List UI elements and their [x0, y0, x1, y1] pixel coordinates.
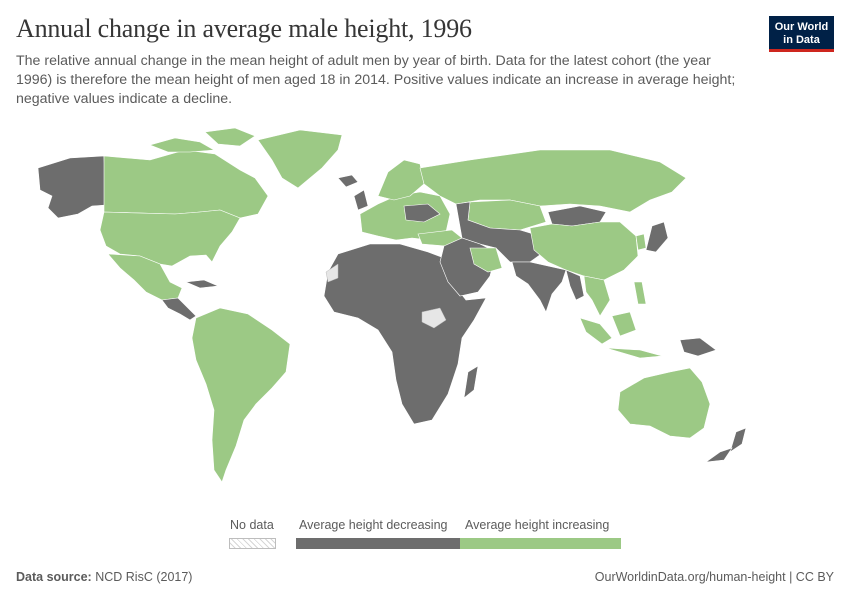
- region-eastern-europe[interactable]: [403, 203, 441, 223]
- region-canada[interactable]: [103, 149, 269, 219]
- owid-logo[interactable]: Our World in Data: [769, 16, 834, 52]
- region-canada-arctic-2[interactable]: [204, 127, 256, 147]
- region-java[interactable]: [605, 347, 663, 359]
- region-russia[interactable]: [419, 149, 687, 213]
- data-source-value: NCD RisC (2017): [95, 570, 193, 584]
- legend-no-data-swatch[interactable]: [229, 538, 276, 549]
- region-india[interactable]: [511, 261, 567, 313]
- logo-line-1: Our World: [774, 21, 829, 33]
- legend-decreasing-swatch[interactable]: [296, 538, 460, 549]
- world-map[interactable]: [0, 120, 850, 500]
- region-africa[interactable]: [323, 243, 487, 425]
- legend-increasing-label: Average height increasing: [465, 518, 610, 532]
- legend-increasing-swatch[interactable]: [460, 538, 621, 549]
- region-madagascar[interactable]: [463, 365, 479, 399]
- region-korea[interactable]: [635, 233, 647, 251]
- region-south-america[interactable]: [191, 307, 291, 483]
- region-alaska[interactable]: [37, 155, 107, 219]
- region-central-america[interactable]: [161, 297, 197, 321]
- chart-title: Annual change in average male height, 19…: [16, 14, 472, 43]
- data-source: Data source: NCD RisC (2017): [16, 570, 192, 584]
- legend-no-data-label: No data: [230, 518, 274, 532]
- region-myanmar[interactable]: [565, 269, 585, 301]
- region-greenland[interactable]: [257, 129, 343, 189]
- region-papua-new-guinea[interactable]: [679, 337, 717, 357]
- region-iceland[interactable]: [337, 174, 359, 188]
- region-australia[interactable]: [617, 367, 711, 439]
- region-japan[interactable]: [645, 221, 669, 253]
- logo-line-2: in Data: [783, 34, 820, 46]
- data-source-label: Data source:: [16, 570, 92, 584]
- region-philippines[interactable]: [633, 281, 647, 305]
- region-indonesia[interactable]: [579, 317, 613, 345]
- region-canada-arctic[interactable]: [149, 137, 215, 153]
- region-southeast-asia[interactable]: [583, 275, 611, 317]
- region-uk-ireland[interactable]: [353, 189, 369, 211]
- region-south-sudan[interactable]: [421, 307, 447, 329]
- region-cuba[interactable]: [184, 279, 220, 289]
- credit-link[interactable]: OurWorldinData.org/human-height | CC BY: [594, 570, 834, 584]
- region-borneo[interactable]: [611, 311, 637, 337]
- legend-decreasing-label: Average height decreasing: [299, 518, 448, 532]
- region-new-zealand-south[interactable]: [704, 447, 733, 463]
- chart-subtitle: The relative annual change in the mean h…: [16, 53, 736, 107]
- region-new-zealand[interactable]: [729, 427, 747, 453]
- region-iran[interactable]: [469, 247, 503, 273]
- region-western-sahara[interactable]: [325, 263, 339, 283]
- region-united-states[interactable]: [99, 209, 241, 267]
- region-china[interactable]: [529, 221, 639, 281]
